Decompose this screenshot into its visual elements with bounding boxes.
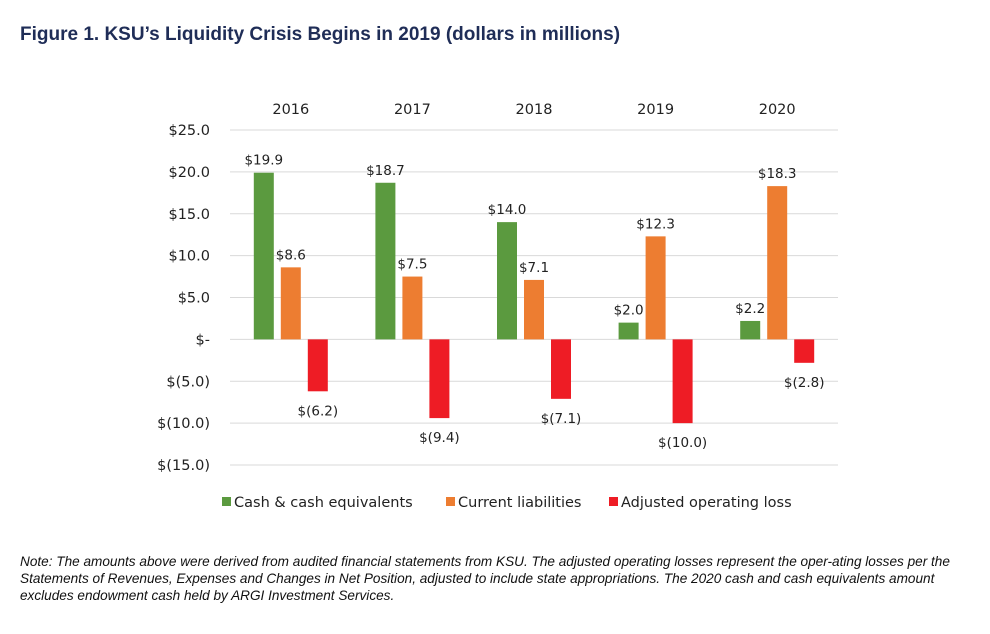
- y-tick-label: $(5.0): [166, 374, 210, 390]
- y-tick-label: $(10.0): [157, 416, 210, 432]
- bar: [672, 339, 693, 424]
- data-label: $(2.8): [784, 375, 825, 391]
- data-label: $19.9: [244, 153, 283, 169]
- bar: [740, 320, 761, 340]
- bar: [551, 339, 571, 399]
- data-label: $(9.4): [419, 430, 460, 446]
- y-tick-label: $-: [196, 332, 210, 348]
- legend-label: Cash & cash equivalents: [234, 495, 413, 511]
- data-label: $2.2: [735, 301, 765, 317]
- legend-label: Current liabilities: [458, 495, 582, 511]
- bar: [307, 339, 328, 392]
- bar: [253, 172, 274, 340]
- data-labels: $19.9 $8.6 $(6.2) $18.7 $7.5 $(9.4) $14.0 $7.1 $…: [244, 153, 824, 451]
- bar: [618, 322, 639, 340]
- legend-swatch: [446, 497, 455, 506]
- data-label: $7.1: [519, 260, 549, 276]
- x-tick-label: 2019: [637, 102, 674, 118]
- data-label: $(7.1): [541, 411, 582, 427]
- y-tick-label: $20.0: [168, 165, 210, 181]
- y-tick-label: $10.0: [168, 249, 210, 265]
- bar: [524, 279, 544, 340]
- chart-title: Figure 1. KSU’s Liquidity Crisis Begins …: [20, 24, 621, 45]
- bar: [497, 222, 517, 340]
- legend-swatch: [609, 497, 618, 506]
- bar: [402, 276, 423, 340]
- y-tick-label: $5.0: [178, 291, 210, 307]
- data-label: $14.0: [488, 202, 527, 218]
- data-label: $8.6: [276, 247, 306, 263]
- data-label: $(10.0): [658, 435, 707, 451]
- footnote: Note: The amounts above were derived fro…: [20, 554, 950, 603]
- data-label: $(6.2): [298, 403, 339, 419]
- data-label: $7.5: [397, 257, 427, 273]
- data-label: $2.0: [614, 303, 644, 319]
- y-tick-label: $25.0: [168, 123, 210, 139]
- legend-label: Adjusted operating loss: [621, 495, 792, 511]
- x-axis-category-labels: 2016 2017 2018 2019 2020: [272, 102, 795, 118]
- data-label: $18.7: [366, 163, 405, 179]
- x-tick-label: 2017: [394, 102, 431, 118]
- y-tick-label: $(15.0): [157, 458, 210, 474]
- data-label: $18.3: [758, 166, 797, 182]
- bar: [375, 182, 396, 340]
- x-tick-label: 2018: [516, 102, 553, 118]
- bar: [767, 186, 788, 340]
- bar: [280, 267, 301, 340]
- bars: [253, 172, 815, 424]
- bar: [645, 236, 666, 340]
- bar-chart: $25.0$20.0$15.0$10.0$5.0$-$(5.0)$(10.0)$…: [157, 102, 838, 511]
- x-tick-label: 2020: [759, 102, 796, 118]
- legend-swatch: [222, 497, 231, 506]
- bar: [794, 339, 815, 363]
- y-axis-tick-labels: $25.0 $20.0 $15.0 $10.0 $5.0 $- $(5.0) $(10.0) $…: [157, 123, 210, 474]
- y-tick-label: $15.0: [168, 207, 210, 223]
- x-tick-label: 2016: [272, 102, 309, 118]
- data-label: $12.3: [636, 216, 675, 232]
- bar: [429, 339, 450, 419]
- legend: Cash & cash equivalents Current liabiliti…: [222, 495, 792, 511]
